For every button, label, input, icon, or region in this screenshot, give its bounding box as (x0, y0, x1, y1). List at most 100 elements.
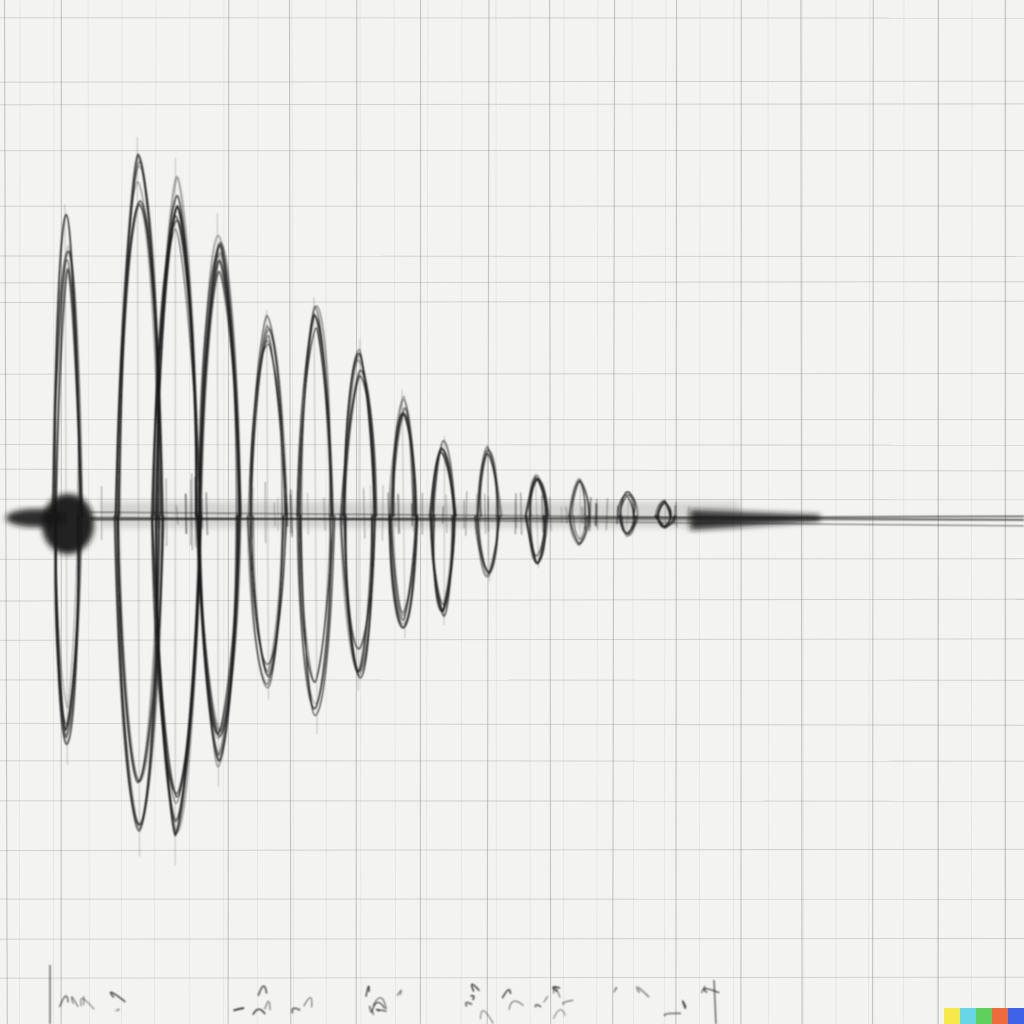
waveform-spike (64, 204, 68, 765)
sketch-mark (552, 986, 561, 993)
baseline-jitter (341, 504, 344, 526)
waveform-burst (428, 451, 456, 613)
baseline-jitter (520, 492, 523, 535)
grid-line-horizontal (0, 281, 1024, 284)
sketch-mark (635, 986, 650, 998)
sketch-mark (508, 1000, 524, 1011)
sketch-mark (291, 1007, 301, 1014)
baseline-jitter (387, 492, 390, 535)
baseline-jitter (306, 492, 309, 535)
waveform-burst (52, 250, 84, 739)
baseline-jitter (605, 498, 609, 531)
baseline-jitter (687, 505, 690, 525)
baseline-jitter (548, 497, 552, 532)
bottom-sketch-marks (49, 965, 720, 1024)
waveform-burst (388, 398, 419, 617)
waveform-burst (54, 245, 79, 709)
sketch-mark (501, 988, 512, 999)
grid-line-vertical (767, 0, 769, 1024)
sketch-mark (561, 999, 574, 1006)
baseline-jitter (369, 484, 372, 542)
grid-line-vertical (3, 0, 8, 1024)
grid-line-vertical (936, 0, 939, 1024)
sketch-mark (396, 989, 403, 997)
baseline-jitter (673, 505, 676, 525)
baseline-jitter (165, 478, 168, 547)
grid-line-horizontal (0, 938, 1024, 940)
baseline-jitter (285, 502, 289, 527)
baseline-jitter (616, 505, 619, 525)
color-swatch (992, 1008, 1008, 1024)
baseline-jitter (583, 499, 587, 530)
baseline-jitter (297, 490, 300, 537)
grid-line-horizontal (0, 848, 1024, 851)
ink-blot (6, 509, 66, 527)
sketch-mark (534, 1003, 542, 1008)
waveform-burst (198, 234, 240, 768)
grid-line-vertical (868, 0, 871, 1024)
sketch-mark (663, 1012, 681, 1017)
baseline-jitter (381, 485, 384, 541)
sketch-mark (681, 1000, 687, 1010)
sketch-mark (470, 983, 480, 992)
baseline-jitter (484, 493, 487, 534)
sketch-mark (713, 979, 717, 1024)
baseline-jitter (465, 491, 468, 536)
baseline-jitter (565, 506, 568, 524)
baseline-jitter (191, 473, 193, 551)
baseline-jitter (289, 494, 293, 534)
sketch-mark (375, 1008, 387, 1012)
baseline-jitter (633, 503, 636, 527)
baseline-jitter (514, 500, 518, 529)
grid-line-vertical (800, 0, 803, 1024)
sketch-mark (303, 997, 313, 1008)
baseline-jitter (445, 494, 448, 533)
sketch-mark (79, 997, 95, 1010)
sketch-mark (552, 986, 561, 998)
sketch-mark (543, 995, 549, 1003)
grid-line-vertical (872, 0, 874, 1024)
grid-line-horizontal (0, 976, 1024, 979)
baseline-jitter (194, 476, 197, 548)
sketch-mark (109, 991, 126, 1003)
waveform-spike (401, 389, 406, 639)
sketch-mark (252, 1008, 266, 1016)
baseline-jitter (363, 487, 366, 539)
grid-line-horizontal (0, 373, 1024, 375)
grid-line-horizontal (0, 80, 1024, 83)
color-swatch (1008, 1008, 1024, 1024)
baseline-jitter (157, 499, 160, 529)
sketch-mark (368, 1005, 375, 1016)
waveform-burst (388, 395, 417, 625)
waveform-spike (357, 339, 361, 691)
color-swatch (976, 1008, 992, 1024)
baseline-jitter (394, 502, 397, 527)
sketch-mark (58, 995, 69, 1008)
sketch-mark (257, 985, 268, 997)
baseline-jitter (323, 497, 326, 531)
waveform-spike (534, 473, 539, 569)
sketch-mark (233, 1006, 245, 1012)
grid-line-horizontal (0, 498, 1024, 501)
waveform-spike (136, 136, 140, 857)
baseline-jitter (413, 496, 415, 532)
grid-line-horizontal (0, 444, 1024, 446)
baseline-jitter (411, 503, 413, 527)
grid-line-horizontal (0, 558, 1024, 560)
sketch-mark (479, 1010, 494, 1024)
baseline-jitter (205, 492, 209, 535)
waveform-spike (313, 296, 318, 735)
sketch-mark (372, 997, 387, 1010)
sketch-mark (613, 986, 618, 993)
sketch-mark (264, 1000, 271, 1011)
waveform-spike (625, 490, 630, 538)
baseline-jitter (441, 506, 444, 524)
baseline-jitter (273, 502, 276, 527)
grid-line-horizontal (0, 300, 1024, 303)
sketch-mark (115, 1008, 120, 1012)
baseline-jitter (201, 499, 204, 530)
grid-line-horizontal (0, 255, 1024, 258)
color-watermark-strip (944, 1008, 1024, 1024)
waveform-trace (6, 136, 1024, 866)
